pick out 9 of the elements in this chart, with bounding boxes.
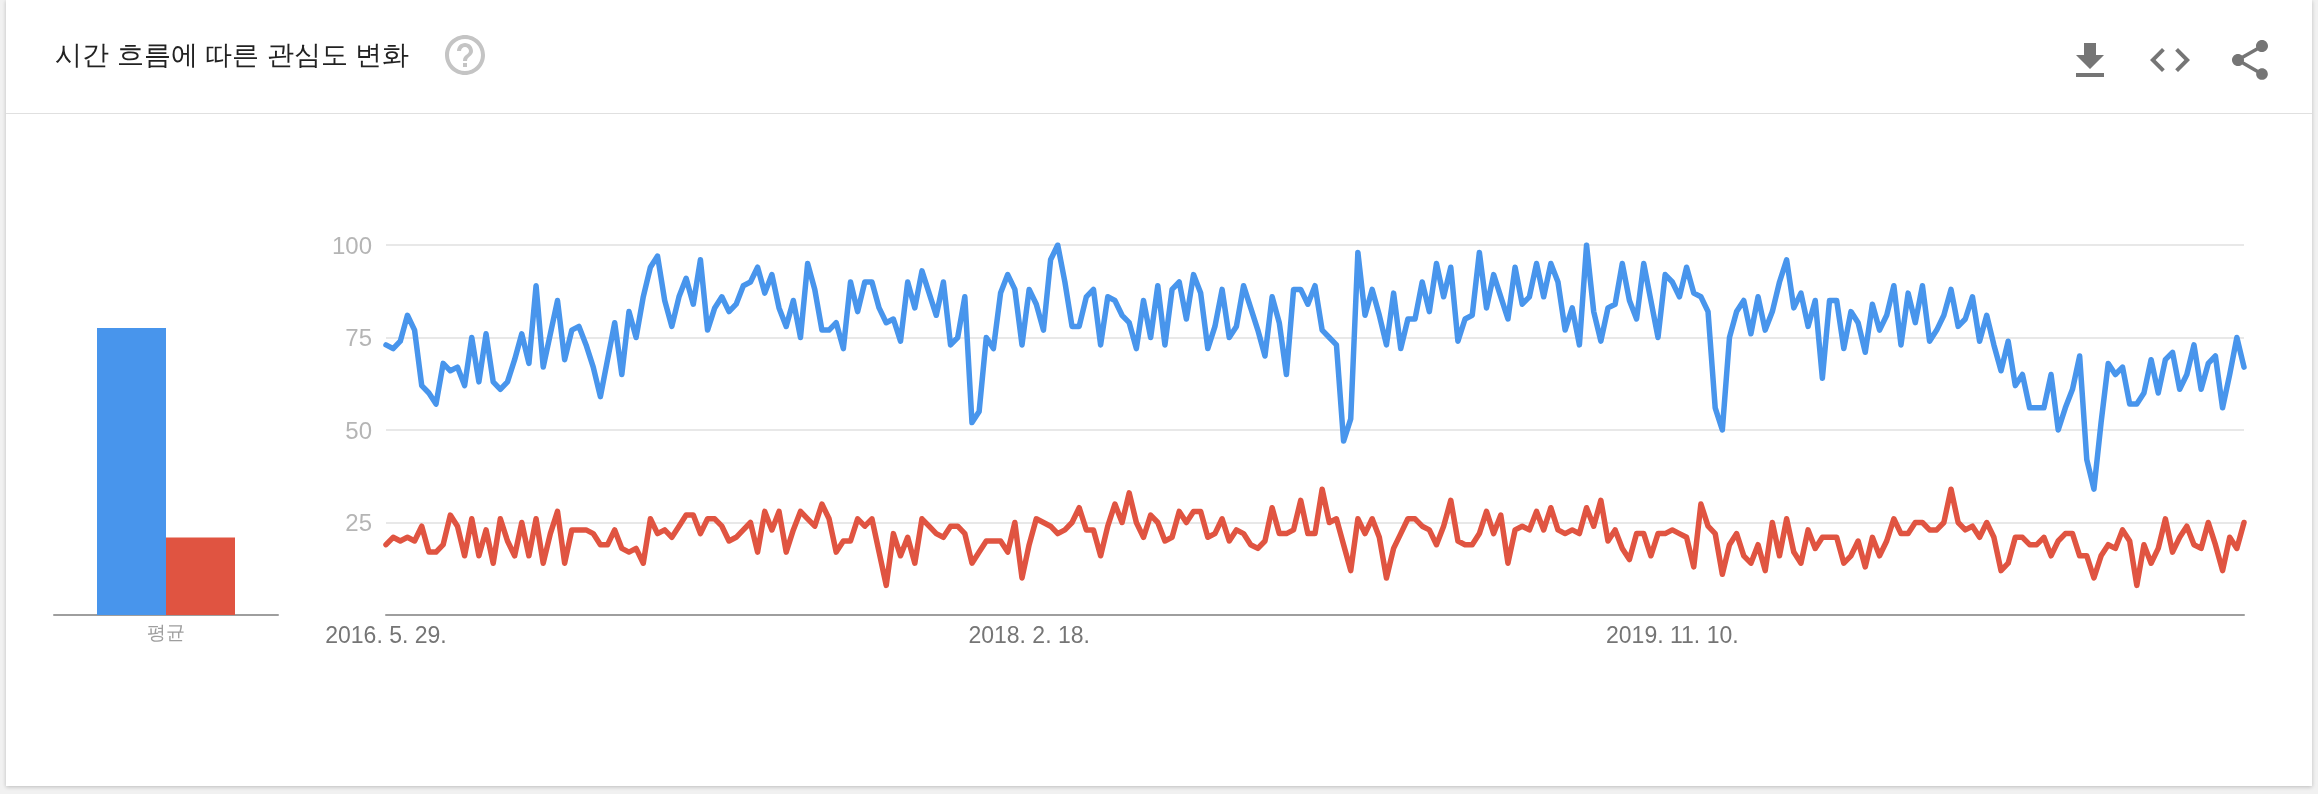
x-tick-label: 2019. 11. 10. bbox=[1606, 621, 1739, 648]
y-tick-label: 100 bbox=[331, 231, 372, 259]
chart-title: 시간 흐름에 따른 관심도 변화 bbox=[55, 39, 410, 72]
x-tick-label: 2018. 2. 18. bbox=[968, 621, 1090, 648]
x-tick-label: 평균 bbox=[147, 622, 185, 643]
x-tick-label: 2016. 5. 29. bbox=[325, 621, 447, 648]
y-tick-label: 75 bbox=[345, 324, 372, 351]
y-tick-label: 25 bbox=[345, 509, 372, 536]
y-tick-label: 50 bbox=[345, 416, 372, 444]
